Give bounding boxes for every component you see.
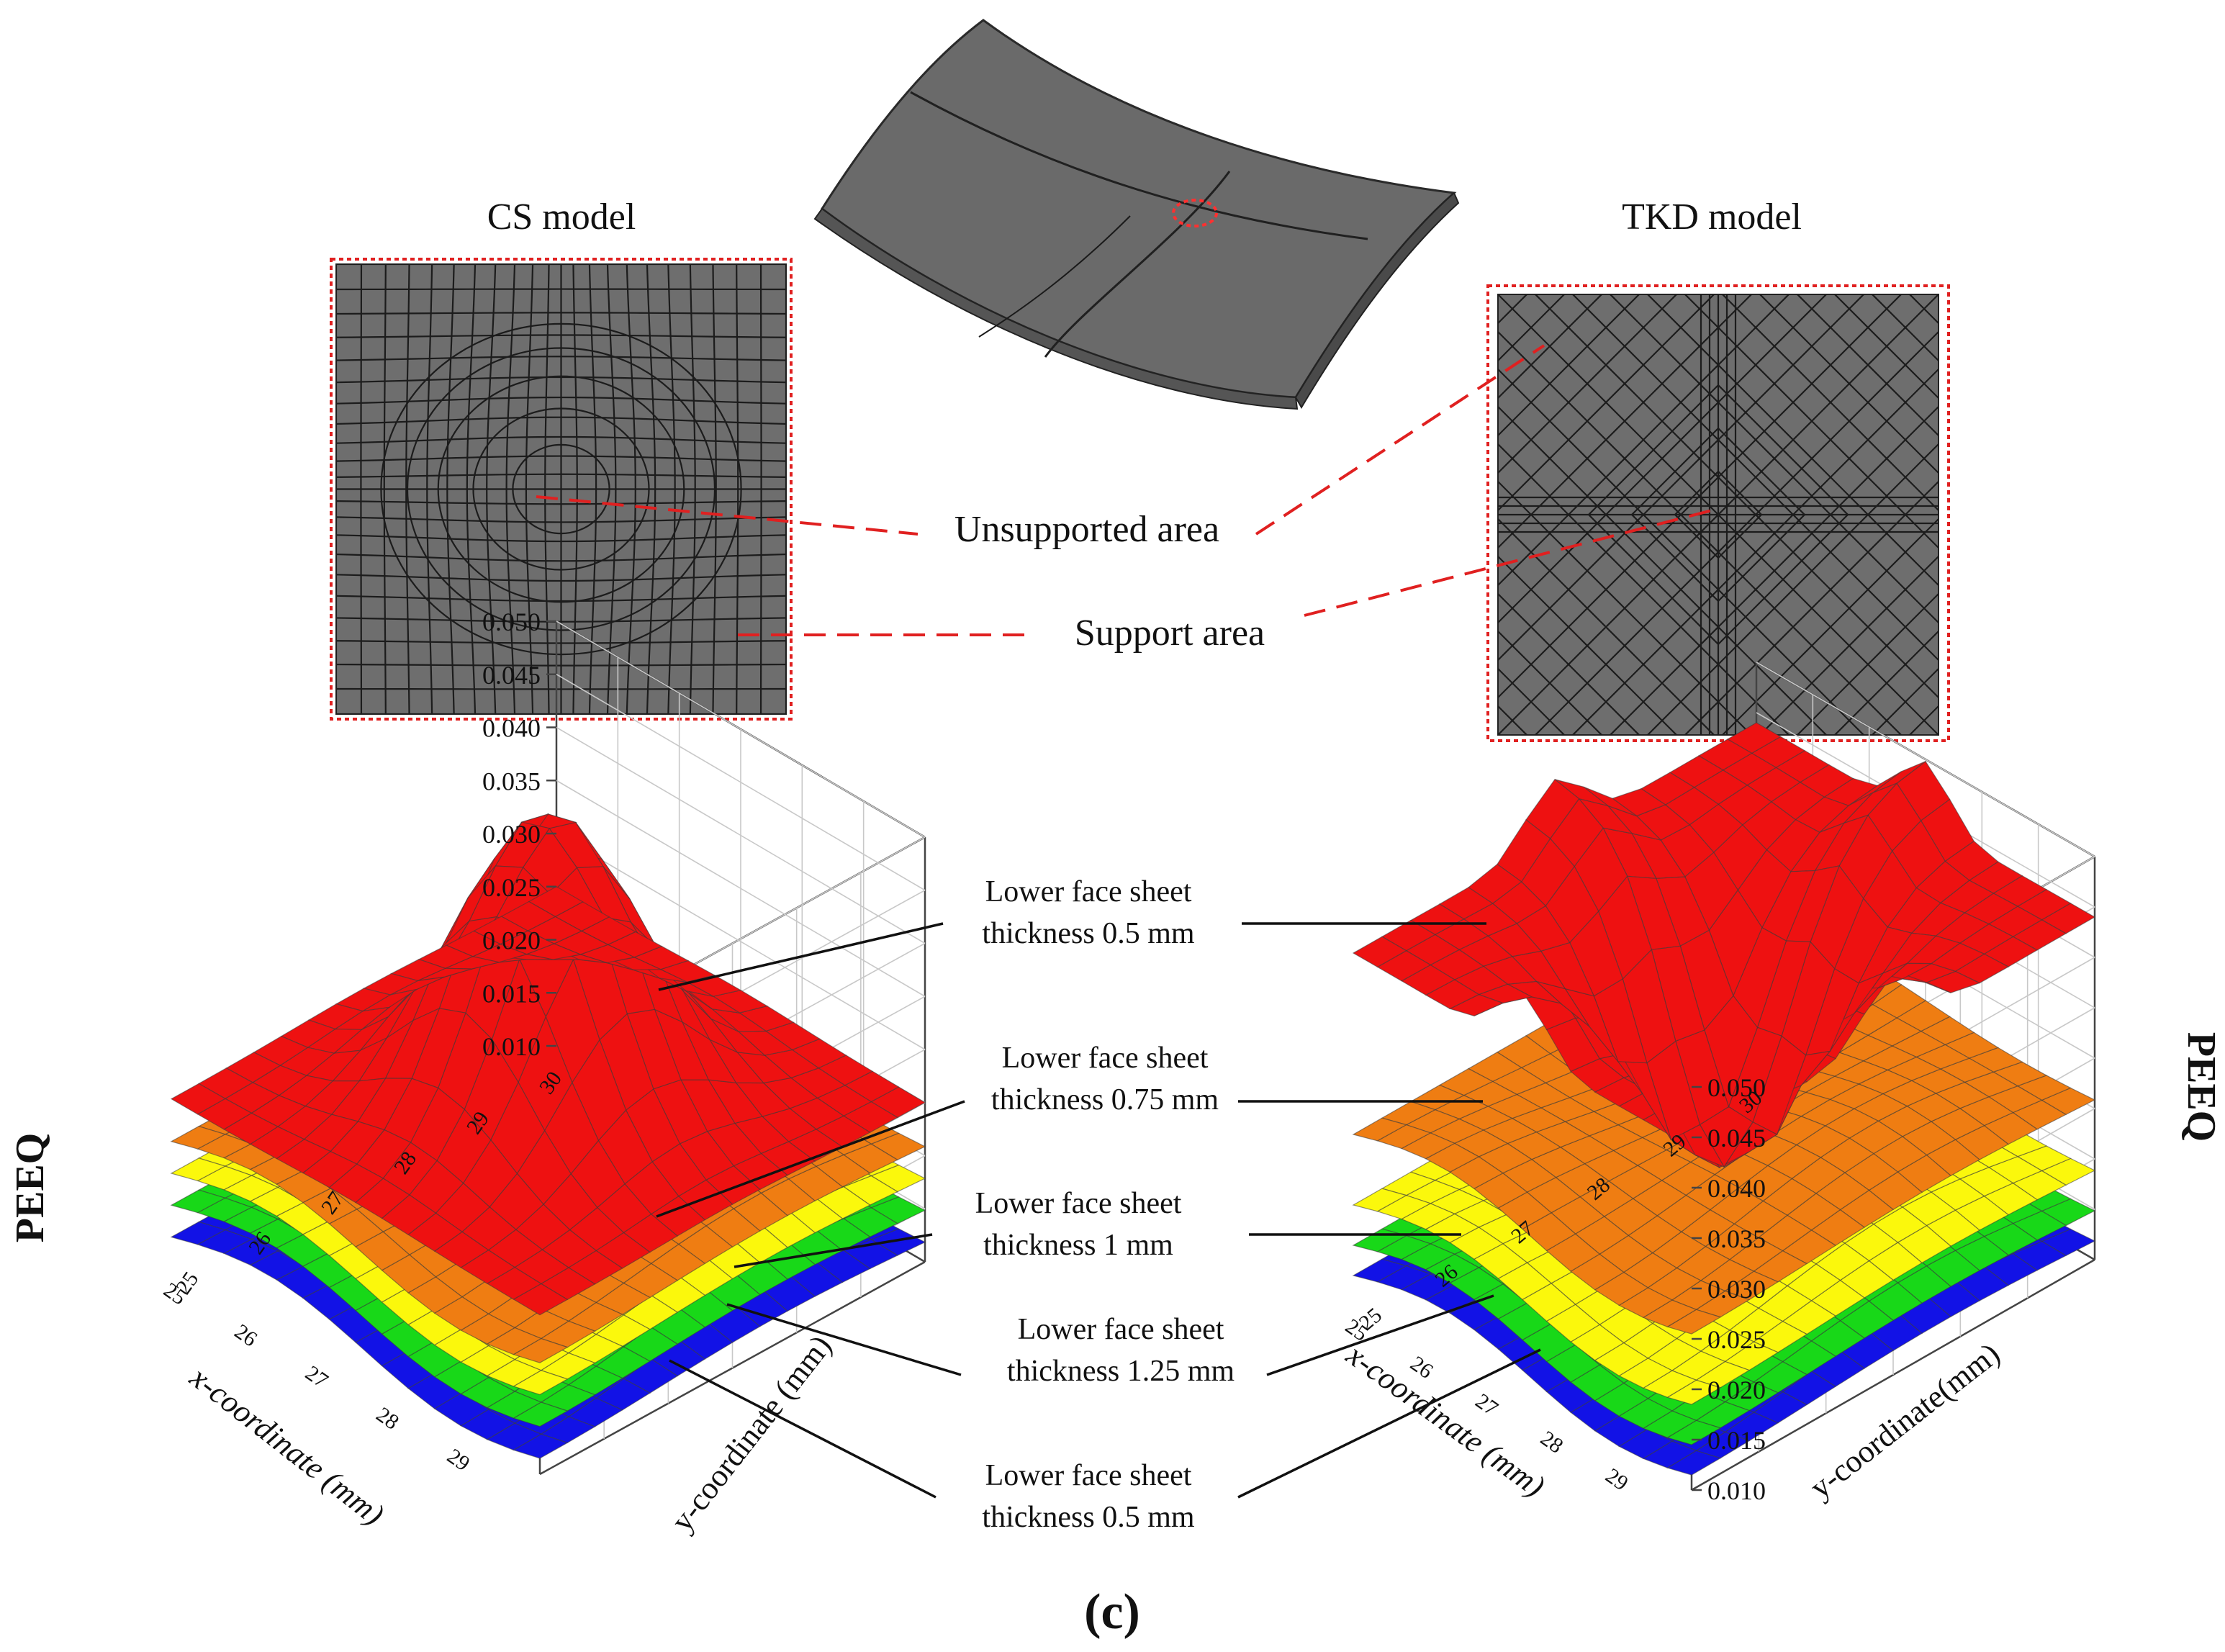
annotation-line1: Lower face sheet: [975, 1187, 1182, 1220]
z-tick-label: 0.035: [1707, 1224, 1766, 1253]
z-tick-label: 0.010: [1707, 1476, 1766, 1505]
annotation-line2: thickness 1 mm: [983, 1229, 1173, 1262]
cs-z-axis-label: PEEQ: [8, 1133, 53, 1242]
mesh-line: [336, 500, 786, 505]
annotation-line2: thickness 0.75 mm: [991, 1083, 1219, 1116]
annotation-leader: [1266, 1294, 1494, 1376]
mesh-ring: [472, 407, 650, 571]
mesh-line: [336, 396, 786, 405]
mesh-line: [336, 534, 786, 543]
x-tick-label: 27: [1471, 1389, 1503, 1421]
annotation-leader: [658, 922, 944, 991]
unsupported-area-label: Unsupported area: [954, 509, 1219, 550]
annotation-line1: Lower face sheet: [985, 875, 1192, 908]
z-tick-label: 0.045: [482, 661, 541, 690]
x-tick-label: 26: [230, 1319, 262, 1351]
tkd-peeq-chart: 0.010 0.015 0.020 0.025 0.030 0.035 0.040 0.045…: [1340, 661, 2224, 1505]
surface-cell: [170, 1126, 227, 1150]
mesh-line: [336, 574, 786, 582]
annotation-leader: [656, 1100, 965, 1218]
surface-cell: [170, 1157, 227, 1182]
surface-cell: [1352, 1117, 1408, 1142]
z-tick-label: 0.050: [1707, 1073, 1766, 1102]
mesh-line: [336, 356, 786, 361]
z-tick-label: 0.025: [1707, 1325, 1766, 1354]
surface-ee1111: [170, 813, 926, 1316]
tkd-z-axis-label: PEEQ: [2179, 1032, 2224, 1142]
z-tick-label: 0.030: [482, 820, 541, 849]
mesh-line: [336, 640, 786, 644]
mesh-ring: [380, 322, 742, 656]
mesh-line: [336, 334, 786, 338]
surface-cell: [1352, 936, 1407, 968]
annotation-line2: thickness 0.5 mm: [982, 917, 1194, 950]
mesh-line: [336, 376, 786, 384]
annotation-line1: Lower face sheet: [1018, 1313, 1224, 1346]
mesh-line: [336, 663, 786, 667]
mesh-line: [336, 553, 786, 562]
mesh-line: [336, 473, 786, 478]
mesh-ring: [406, 347, 716, 631]
area-leaders: [536, 344, 1721, 636]
z-tick-label: 0.030: [1707, 1275, 1766, 1304]
z-tick-label: 0.045: [1707, 1124, 1766, 1152]
mesh-ring: [1630, 427, 1806, 602]
tkd-model-title: TKD model: [1622, 197, 1802, 238]
mesh-line: [336, 617, 786, 623]
cs-mesh-panel: [330, 258, 793, 721]
surface-cell: [170, 1221, 227, 1245]
surface-cell: [170, 1189, 227, 1214]
mesh-line: [336, 595, 786, 602]
surface-cell: [1352, 1188, 1408, 1212]
mesh-ring: [1587, 384, 1849, 646]
annotation-leader: [726, 1303, 962, 1376]
cs-peeq-chart: 0.010 0.015 0.020 0.025 0.030 0.035 0.040 0.045…: [8, 608, 926, 1538]
z-tick-label: 0.035: [482, 767, 541, 795]
mesh-ring: [1674, 470, 1763, 559]
annotation-line1: Lower face sheet: [1002, 1042, 1209, 1075]
z-tick-label: 0.020: [1707, 1376, 1766, 1404]
annotation-leader: [669, 1359, 937, 1499]
mesh-line: [336, 435, 786, 444]
x-tick-label: 28: [372, 1402, 404, 1434]
mesh-line: [336, 416, 786, 425]
mesh-line: [336, 312, 786, 315]
z-tick-label: 0.050: [482, 608, 541, 636]
x-tick-label: 29: [443, 1444, 474, 1476]
annotation-leaders: [656, 922, 1541, 1499]
mesh-ring: [512, 443, 610, 535]
x-tick-label: 29: [1601, 1463, 1633, 1495]
tkd-mesh-panel: [1486, 284, 1950, 742]
annotation-leader: [1237, 1348, 1541, 1499]
annotation-line1: Lower face sheet: [985, 1459, 1192, 1492]
surface-cell: [1352, 1258, 1408, 1283]
annotation-line2: thickness 0.5 mm: [982, 1501, 1194, 1534]
annotation-line2: thickness 1.25 mm: [1007, 1355, 1235, 1388]
figure-caption: (c): [1084, 1584, 1140, 1640]
mesh-ring: [437, 375, 685, 603]
annotation-labels: Lower face sheet thickness 0.5 mm Lower fa…: [975, 875, 1235, 1534]
surface-ee1111: [1352, 722, 2096, 1169]
cs-x-axis-label: x-coordinate (mm): [183, 1359, 391, 1533]
annotation-leader: [734, 1233, 933, 1268]
support-area-label: Support area: [1075, 613, 1265, 654]
z-tick-label: 0.020: [482, 926, 541, 955]
z-tick-label: 0.015: [482, 979, 541, 1008]
z-tick-label: 0.025: [482, 873, 541, 902]
z-tick-label: 0.010: [482, 1032, 541, 1061]
z-tick-label: 0.040: [482, 714, 541, 743]
z-tick-label: 0.040: [1707, 1174, 1766, 1203]
x-tick-label: 28: [1536, 1426, 1568, 1458]
curved-panel-model: [813, 19, 1460, 410]
surface-cell: [170, 1083, 227, 1115]
cs-model-title: CS model: [487, 197, 636, 238]
highlight-circle: [1172, 199, 1218, 227]
x-tick-label: 27: [301, 1361, 333, 1393]
z-tick-label: 0.015: [1707, 1426, 1766, 1455]
